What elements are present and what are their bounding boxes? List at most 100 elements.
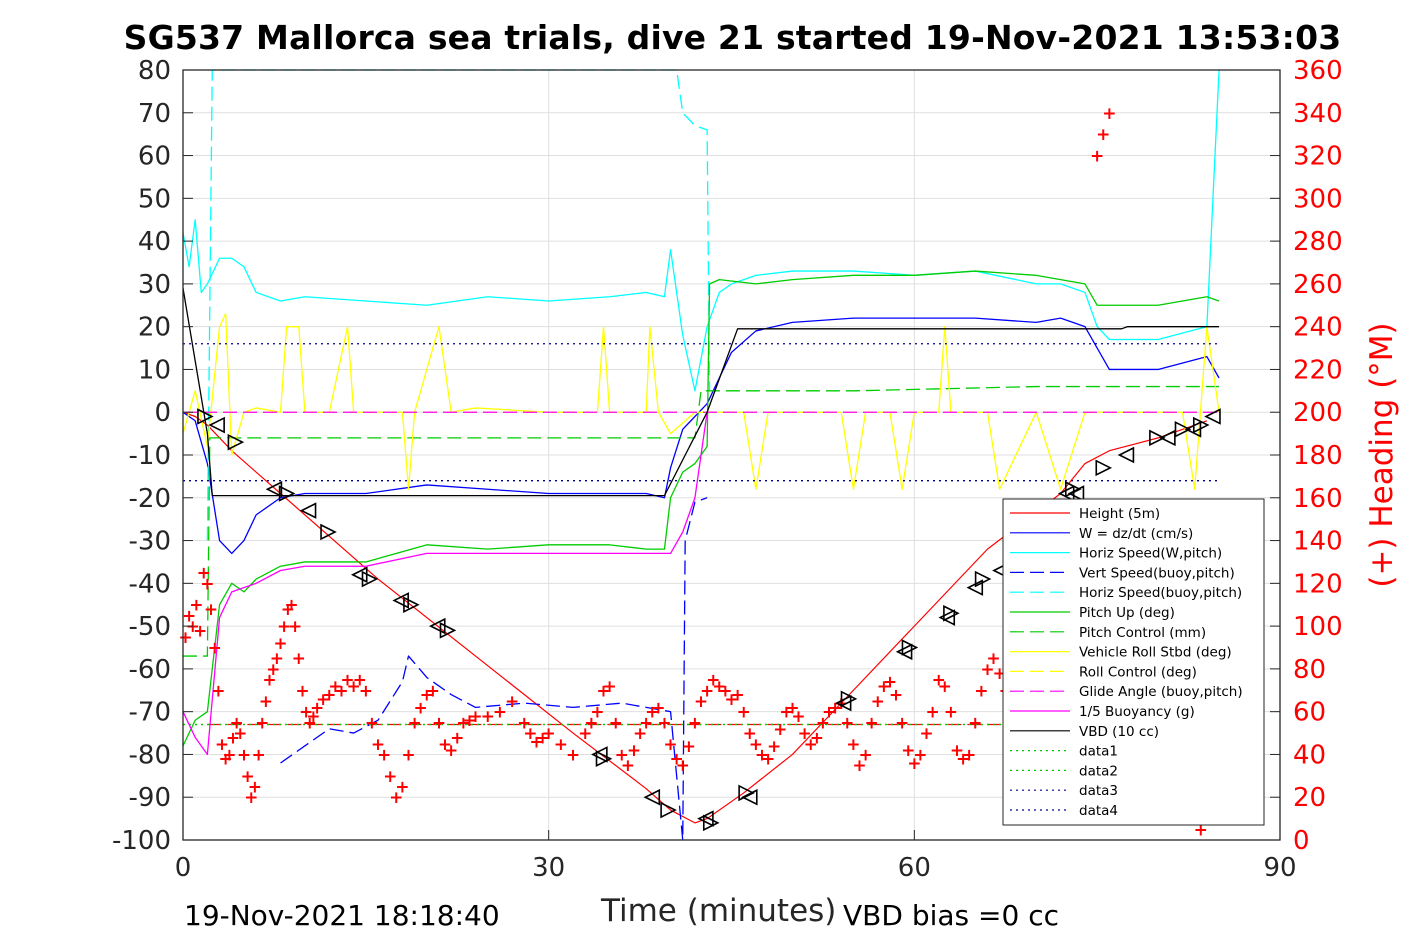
heading-marker: +: [328, 677, 342, 697]
vbd-marker: [1067, 485, 1085, 502]
heading-marker: +: [737, 703, 751, 723]
heading-marker: +: [871, 692, 885, 712]
heading-marker: +: [248, 778, 262, 798]
heading-marker: +: [627, 741, 641, 761]
vbd-bias-label: VBD bias =0 cc: [843, 899, 1059, 932]
y2-tick-label: 320: [1293, 142, 1343, 172]
y2-tick-label: 80: [1293, 655, 1326, 685]
heading-marker: +: [883, 673, 897, 693]
legend-label: Pitch Control (mm): [1079, 625, 1206, 641]
vbd-marker: [1149, 429, 1166, 447]
x-tick-label: 30: [532, 853, 565, 883]
legend-label: Height (5m): [1079, 506, 1160, 522]
heading-marker: +: [407, 713, 421, 733]
heading-marker: +: [420, 686, 434, 706]
heading-marker: +: [889, 686, 903, 706]
series-line-3: [280, 497, 708, 841]
heading-marker: +: [389, 788, 403, 808]
heading-marker: +: [204, 600, 218, 620]
y2-tick-label: 100: [1293, 612, 1343, 642]
heading-marker: +: [919, 724, 933, 744]
y-tick-label: -30: [129, 527, 171, 557]
heading-marker: +: [822, 703, 836, 723]
heading-marker: +: [462, 711, 476, 731]
heading-marker: +: [178, 628, 192, 648]
y2-tick-label: 220: [1293, 355, 1343, 385]
y2-axis-label: (+) Heading (°M): [1364, 322, 1400, 587]
series-line-10: [182, 412, 708, 756]
y2-tick-label: 140: [1293, 527, 1343, 557]
heading-marker: +: [554, 735, 568, 755]
vbd-marker: [660, 801, 677, 819]
heading-marker: +: [197, 564, 211, 584]
y-tick-label: 80: [138, 56, 171, 86]
y2-tick-label: 200: [1293, 398, 1343, 428]
y-tick-label: 20: [138, 313, 171, 343]
heading-marker: +: [259, 692, 273, 712]
heading-marker: +: [718, 681, 732, 701]
vbd-marker: [595, 750, 613, 768]
vbd-marker: [840, 690, 858, 708]
heading-marker: +: [359, 681, 373, 701]
heading-marker: +: [907, 754, 921, 774]
y-tick-label: 50: [138, 184, 171, 214]
heading-marker: +: [186, 617, 200, 637]
heading-marker: +: [535, 728, 549, 748]
heading-marker: +: [791, 707, 805, 727]
vbd-marker: [895, 643, 913, 661]
heading-marker: +: [858, 745, 872, 765]
heading-marker: +: [901, 741, 915, 761]
heading-marker: +: [724, 690, 738, 710]
heading-marker: +: [950, 741, 964, 761]
heading-marker: +: [316, 690, 330, 710]
heading-marker: +: [932, 671, 946, 691]
y2-tick-label: 280: [1293, 227, 1343, 257]
heading-marker: +: [676, 756, 690, 776]
vbd-marker: [403, 596, 420, 614]
y-tick-label: -10: [129, 441, 171, 471]
heading-marker: +: [262, 671, 276, 691]
heading-marker: +: [743, 724, 757, 744]
heading-marker: +: [505, 692, 519, 712]
y2-tick-label: 120: [1293, 569, 1343, 599]
heading-marker: +: [925, 703, 939, 723]
heading-marker: +: [962, 745, 976, 765]
vbd-marker: [1159, 429, 1176, 447]
legend-label: Vert Speed(buoy,pitch): [1079, 565, 1235, 581]
heading-marker: +: [602, 677, 616, 697]
heading-marker: +: [846, 735, 860, 755]
heading-marker: +: [200, 574, 214, 594]
y2-tick-label: 40: [1293, 740, 1326, 770]
heading-marker: +: [208, 639, 222, 659]
y2-tick-label: 0: [1293, 826, 1310, 856]
legend-label: W = dz/dt (cm/s): [1079, 526, 1193, 542]
series-line-5: [182, 270, 1220, 747]
vbd-marker: [1174, 421, 1192, 438]
legend-label: Horiz Speed(W,pitch): [1079, 546, 1222, 562]
vbd-marker: [643, 788, 661, 806]
heading-marker: +: [365, 713, 379, 733]
heading-marker: +: [292, 649, 306, 669]
vbd-marker: [943, 604, 960, 622]
heading-marker: +: [944, 703, 958, 723]
heading-marker: +: [810, 728, 824, 748]
heading-marker: +: [1102, 104, 1116, 124]
vbd-marker: [392, 592, 409, 609]
legend-label: Pitch Up (deg): [1079, 605, 1175, 621]
x-tick-label: 90: [1263, 853, 1296, 883]
heading-marker: +: [1090, 147, 1104, 167]
heading-marker: +: [615, 745, 629, 765]
heading-marker: +: [226, 728, 240, 748]
legend-label: 1/5 Buoyancy (g): [1079, 704, 1195, 720]
vbd-marker: [227, 433, 245, 451]
y2-tick-label: 160: [1293, 484, 1343, 514]
y-tick-label: 60: [138, 142, 171, 172]
legend-label: VBD (10 cc): [1079, 724, 1159, 740]
heading-marker: +: [974, 681, 988, 701]
vbd-marker: [738, 784, 755, 802]
heading-marker: +: [816, 713, 830, 733]
heading-marker: +: [621, 756, 635, 776]
vbd-marker: [974, 570, 992, 588]
y-tick-label: 10: [138, 355, 171, 385]
heading-marker: +: [761, 750, 775, 770]
